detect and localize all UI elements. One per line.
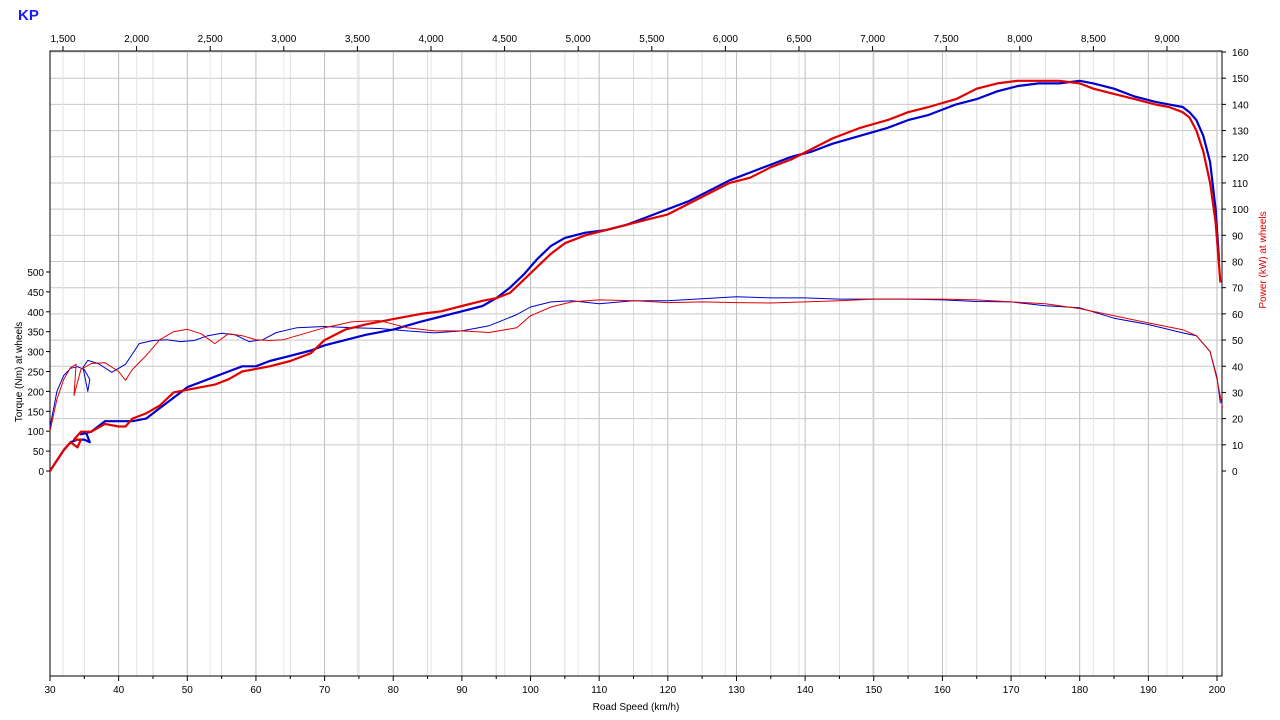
torque-tick-label: 100 [27, 427, 44, 438]
rpm-axis: 1,500 2,000 2,500 3,000 3,500 4,000 4,500 5,000… [50, 34, 1180, 51]
torque-line-blue [49, 296, 1221, 428]
torque-tick-label: 400 [27, 308, 44, 319]
rpm-tick-label: 5,000 [566, 34, 591, 45]
series-lines [49, 79, 1223, 472]
power-tick-label: 70 [1232, 284, 1244, 295]
rpm-tick-label: 5,500 [639, 34, 664, 45]
power-tick-label: 130 [1232, 127, 1249, 138]
x-tick-label: 180 [1071, 685, 1088, 696]
rpm-tick-label: 8,000 [1007, 34, 1032, 45]
torque-line-red [49, 298, 1223, 432]
rpm-tick-label: 7,000 [860, 34, 885, 45]
power-tick-label: 110 [1232, 179, 1248, 190]
power-tick-label: 30 [1232, 388, 1244, 399]
power-line-red [49, 79, 1222, 472]
rpm-tick-label: 4,500 [492, 34, 517, 45]
torque-tick-label: 0 [38, 467, 44, 478]
torque-tick-label: 250 [27, 368, 44, 379]
torque-tick-label: 450 [27, 288, 44, 299]
x-tick-label: 130 [728, 685, 745, 696]
power-tick-label: 80 [1232, 258, 1244, 269]
x-axis: 30 40 50 60 70 80 90 100 110 120 130 140 150 160 170 18… [44, 676, 1226, 696]
x-tick-label: 40 [113, 685, 125, 696]
rpm-tick-label: 9,000 [1154, 34, 1179, 45]
power-tick-label: 0 [1232, 467, 1238, 478]
grid-lines [50, 51, 1222, 676]
power-line-blue [49, 79, 1221, 472]
torque-axis: 0 50 100 150 200 250 300 350 400 450 500 [27, 268, 50, 478]
torque-tick-label: 150 [27, 407, 44, 418]
x-tick-label: 70 [319, 685, 331, 696]
power-tick-label: 160 [1232, 48, 1249, 59]
x-tick-label: 190 [1140, 685, 1157, 696]
rpm-tick-label: 6,000 [713, 34, 738, 45]
x-tick-label: 60 [250, 685, 262, 696]
x-tick-label: 90 [456, 685, 468, 696]
rpm-tick-label: 2,500 [198, 34, 223, 45]
x-tick-label: 120 [659, 685, 676, 696]
power-tick-label: 60 [1232, 310, 1244, 321]
torque-tick-label: 350 [27, 328, 44, 339]
power-tick-label: 40 [1232, 362, 1244, 373]
plot-area-border [49, 50, 1223, 677]
power-tick-label: 140 [1232, 100, 1249, 111]
rpm-tick-label: 8,500 [1081, 34, 1106, 45]
power-tick-label: 10 [1232, 441, 1244, 452]
power-tick-label: 50 [1232, 336, 1244, 347]
x-tick-label: 140 [797, 685, 814, 696]
x-tick-label: 110 [591, 685, 607, 696]
rpm-tick-label: 3,500 [345, 34, 370, 45]
power-tick-label: 100 [1232, 205, 1249, 216]
torque-tick-label: 200 [27, 387, 44, 398]
x-tick-label: 50 [182, 685, 194, 696]
rpm-tick-label: 3,000 [271, 34, 296, 45]
power-tick-label: 150 [1232, 74, 1249, 85]
x-tick-label: 170 [1003, 685, 1020, 696]
power-axis: 0 10 20 30 40 50 60 70 80 90 100 110 120 130 140 150 160 [1222, 48, 1249, 478]
rpm-tick-label: 7,500 [934, 34, 959, 45]
rpm-tick-label: 1,500 [50, 34, 75, 45]
brand-logo: KP [18, 7, 39, 24]
torque-tick-label: 500 [27, 268, 44, 279]
power-tick-label: 20 [1232, 415, 1244, 426]
x-tick-label: 30 [44, 685, 56, 696]
power-tick-label: 90 [1232, 231, 1244, 242]
x-tick-label: 80 [388, 685, 400, 696]
torque-axis-label: Torque (Nm) at wheels [14, 322, 25, 423]
x-tick-label: 200 [1209, 685, 1226, 696]
power-tick-label: 120 [1232, 153, 1249, 164]
rpm-tick-label: 4,000 [418, 34, 443, 45]
torque-tick-label: 300 [27, 348, 44, 359]
torque-tick-label: 50 [33, 447, 45, 458]
x-tick-label: 160 [934, 685, 951, 696]
rpm-tick-label: 2,000 [124, 34, 149, 45]
x-tick-label: 150 [865, 685, 882, 696]
x-axis-label: Road Speed (km/h) [593, 702, 680, 713]
rpm-tick-label: 6,500 [786, 34, 811, 45]
x-tick-label: 100 [522, 685, 539, 696]
power-axis-label: Power (kW) at wheels [1258, 211, 1269, 308]
